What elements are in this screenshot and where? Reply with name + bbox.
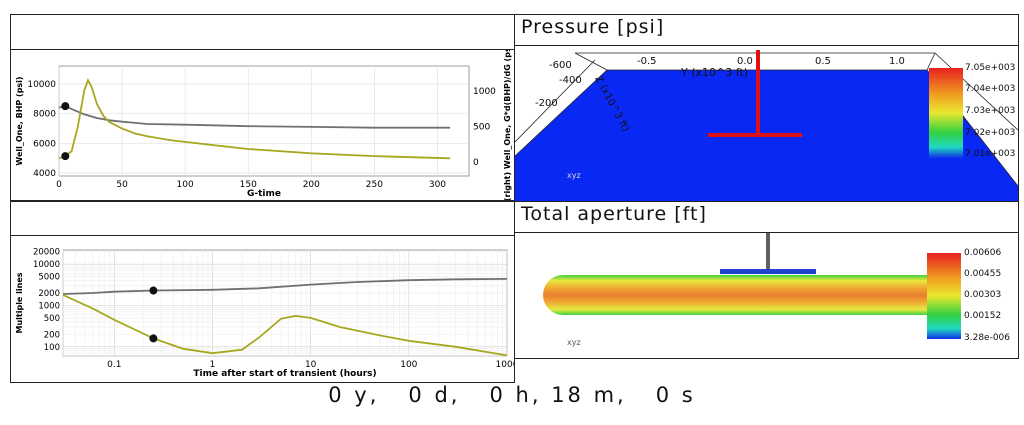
x-tick-label: 300	[429, 180, 446, 190]
svg-text:3.28e-006: 3.28e-006	[964, 333, 1010, 343]
elapsed-time-readout: 0 y, 0 d, 0 h, 18 m, 0 s	[328, 383, 696, 407]
series-marker	[61, 152, 70, 161]
x-tick-label: 1	[210, 360, 216, 370]
x-tick-label: 50	[116, 180, 128, 190]
x-tick-label: 250	[366, 180, 383, 190]
y-ticks: 100 200 500 1000 2000 5000 10000 20000	[33, 248, 60, 353]
axes-triad-icon: xyz	[567, 338, 581, 347]
wellbore-stub	[766, 233, 770, 269]
svg-text:-400: -400	[559, 75, 582, 86]
svg-text:7.02e+003: 7.02e+003	[965, 128, 1015, 138]
pressure-panel: Pressure [psi] -600 -400 -200 -0.5 0.0 0…	[514, 14, 1019, 201]
series-lines	[62, 278, 508, 357]
y-tick-label: 200	[44, 330, 60, 340]
pressure-title: Pressure [psi]	[521, 16, 665, 38]
aperture-colorbar-labels: 0.00606 0.00455 0.00303 0.00152 3.28e-00…	[964, 248, 1010, 343]
y-tick-label: 2000	[38, 289, 60, 299]
axes-triad-icon: xyz	[567, 171, 581, 180]
grid	[62, 250, 508, 357]
pressure-colorbar-labels: 7.05e+003 7.04e+003 7.03e+003 7.02e+003 …	[965, 63, 1015, 159]
svg-text:1.0: 1.0	[889, 56, 905, 67]
x-tick-label: 100	[177, 180, 194, 190]
y-tick-label: 1000	[38, 301, 60, 311]
x-axis-label: G-time	[247, 189, 281, 199]
x-tick-label: 200	[303, 180, 320, 190]
svg-text:0.0: 0.0	[737, 56, 753, 67]
series-marker	[149, 334, 158, 343]
x-tick-label: 10	[305, 360, 317, 370]
pressure-3d-view[interactable]: -600 -400 -200 -0.5 0.0 0.5 1.0 Y (x10^3…	[515, 46, 1018, 201]
y-right-tick-label: 1000	[473, 87, 496, 97]
x-ticks: 0.1 1 10 100 1000	[107, 360, 514, 370]
y-tick-label: 5000	[38, 273, 60, 283]
x-tick-label: 150	[240, 180, 257, 190]
y-axis-label: Well_One, BHP (psi)	[15, 76, 24, 165]
y-tick-label: 4000	[33, 169, 56, 179]
fracture-aperture-map	[543, 275, 958, 315]
pressure-panel-header: Pressure [psi]	[515, 15, 1018, 46]
x-tick-label: 0	[56, 180, 62, 190]
svg-text:0.00606: 0.00606	[964, 248, 1001, 258]
aperture-panel-header: Total aperture [ft]	[515, 202, 1018, 233]
y-right-tick-label: 500	[473, 122, 490, 132]
svg-text:-200: -200	[535, 98, 558, 109]
gfunction-panel-header	[11, 15, 514, 50]
y-right-tick-label: 0	[473, 158, 479, 168]
y-tick-label: 20000	[33, 248, 60, 258]
series-markers	[149, 286, 158, 343]
loglog-chart[interactable]: 0.1 1 10 100 1000 100 200 500 1000 2000 5000 10000…	[11, 236, 514, 382]
x-ticks: 0 50 100 150 200 250 300	[56, 180, 446, 190]
gfunction-chart[interactable]: 0 50 100 150 200 250 300 4000 6000 8000 10000 0 50…	[11, 50, 514, 200]
series-line-1	[62, 278, 508, 295]
loglog-panel: 0.1 1 10 100 1000 100 200 500 1000 2000 5000 10000…	[10, 201, 515, 383]
svg-text:0.00152: 0.00152	[964, 311, 1001, 321]
svg-text:0.00303: 0.00303	[964, 290, 1001, 300]
aperture-panel: Total aperture [ft]	[514, 201, 1019, 359]
aperture-colorbar	[927, 253, 961, 339]
series-marker	[61, 102, 70, 111]
series-markers	[61, 102, 70, 161]
svg-text:-600: -600	[549, 60, 572, 71]
series-line-2	[62, 294, 508, 357]
series-marker	[149, 286, 158, 295]
axis-tick-labels: -600 -400 -200 -0.5 0.0 0.5 1.0	[535, 56, 905, 109]
y-right-axis-label: (right) Well_One, G*d(BHP)/dG (psi)	[503, 50, 512, 200]
svg-text:0.5: 0.5	[815, 56, 831, 67]
series-line-1	[58, 105, 451, 129]
svg-text:0.00455: 0.00455	[964, 269, 1001, 279]
fracture-trace	[708, 133, 802, 137]
y-tick-label: 500	[44, 314, 60, 324]
series-lines	[58, 77, 451, 160]
loglog-panel-header	[11, 202, 514, 236]
gfunction-panel: 0 50 100 150 200 250 300 4000 6000 8000 10000 0 50…	[10, 14, 515, 201]
grid	[58, 66, 469, 176]
aperture-view[interactable]: 0.00606 0.00455 0.00303 0.00152 3.28e-00…	[515, 233, 1018, 359]
series-line-2	[58, 77, 451, 160]
y-axis-title: Y (x10^3 ft)	[680, 66, 748, 79]
wellbore-vertical	[756, 50, 760, 136]
svg-text:7.03e+003: 7.03e+003	[965, 106, 1015, 116]
y-tick-label: 8000	[33, 110, 56, 120]
x-tick-label: 1000	[496, 360, 514, 370]
x-tick-label: 0.1	[107, 360, 121, 370]
y-tick-label: 10000	[27, 80, 56, 90]
svg-text:7.01e+003: 7.01e+003	[965, 149, 1015, 159]
perforation-bar	[720, 269, 816, 274]
y-right-ticks: 0 500 1000	[473, 87, 496, 168]
svg-text:-0.5: -0.5	[637, 56, 657, 67]
pressure-colorbar	[929, 68, 963, 158]
y-tick-label: 100	[44, 343, 60, 353]
y-tick-label: 10000	[33, 260, 60, 270]
svg-text:7.05e+003: 7.05e+003	[965, 63, 1015, 73]
x-axis-label: Time after start of transient (hours)	[193, 369, 376, 379]
x-tick-label: 100	[400, 360, 417, 370]
y-ticks: 4000 6000 8000 10000	[27, 80, 56, 179]
aperture-title: Total aperture [ft]	[521, 203, 707, 225]
y-axis-label: Multiple lines	[15, 272, 24, 333]
svg-text:7.04e+003: 7.04e+003	[965, 84, 1015, 94]
y-tick-label: 6000	[33, 139, 56, 149]
